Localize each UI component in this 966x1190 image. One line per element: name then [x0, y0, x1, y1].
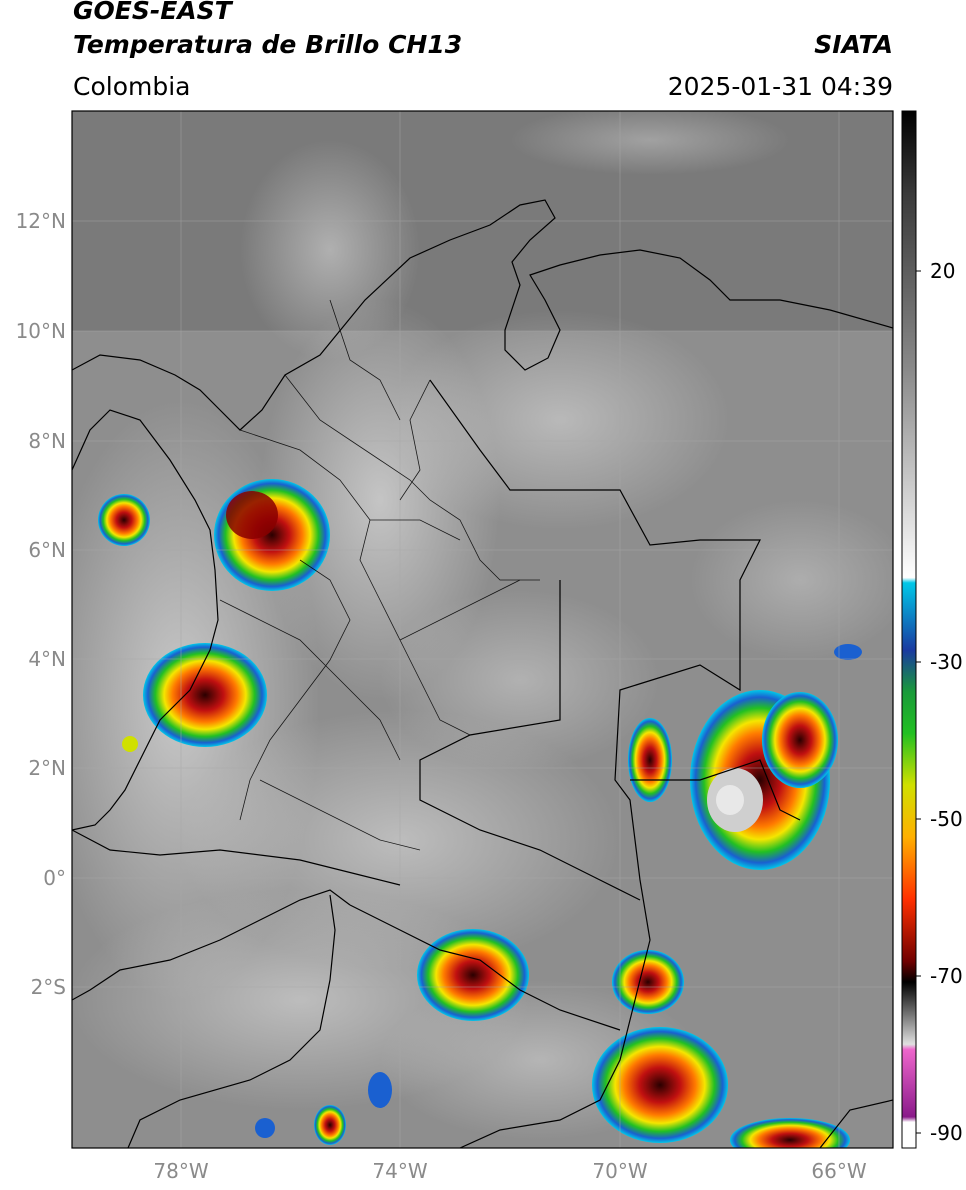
lat-tick-label: 0°	[43, 866, 66, 890]
lat-tick-label: 6°N	[28, 538, 66, 562]
lon-tick-label: 74°W	[372, 1159, 427, 1183]
datetime-label: 2025-01-31 04:39	[667, 72, 893, 101]
region-label: Colombia	[73, 72, 191, 101]
lon-tick-label: 70°W	[592, 1159, 647, 1183]
colorbar: 20 -30 -50 -70 -90	[901, 110, 963, 1149]
lat-tick-label: 8°N	[28, 429, 66, 453]
lat-tick-label: 2°N	[28, 756, 66, 780]
colorbar-tick-label: -70	[930, 964, 963, 988]
colorbar-tick-label: -90	[930, 1121, 963, 1145]
lon-ticks: 78°W 74°W 70°W 66°W	[153, 1159, 866, 1183]
lat-ticks: 12°N 10°N 8°N 6°N 4°N 2°N 0° 2°S	[16, 209, 66, 999]
lon-tick-label: 66°W	[811, 1159, 866, 1183]
colorbar-tick-label: -30	[930, 650, 963, 674]
colorbar-tick-label: 20	[930, 259, 955, 283]
lat-tick-label: 10°N	[16, 319, 66, 343]
lon-tick-label: 78°W	[153, 1159, 208, 1183]
lat-tick-label: 12°N	[16, 209, 66, 233]
lat-tick-label: 2°S	[31, 975, 66, 999]
lat-tick-label: 4°N	[28, 647, 66, 671]
agency-label: SIATA	[814, 30, 893, 59]
product-title: Temperatura de Brillo CH13	[73, 30, 463, 59]
satellite-image	[72, 111, 893, 1148]
colorbar-tick-label: -50	[930, 807, 963, 831]
satellite-title: GOES-EAST	[73, 0, 232, 25]
